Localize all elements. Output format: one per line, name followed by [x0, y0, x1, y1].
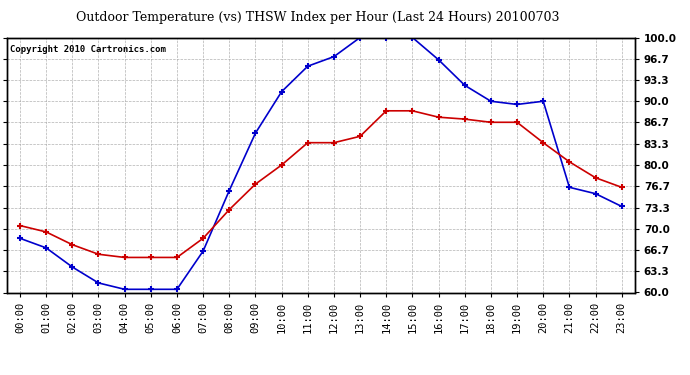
- Text: Copyright 2010 Cartronics.com: Copyright 2010 Cartronics.com: [10, 45, 166, 54]
- Text: Outdoor Temperature (vs) THSW Index per Hour (Last 24 Hours) 20100703: Outdoor Temperature (vs) THSW Index per …: [76, 11, 559, 24]
